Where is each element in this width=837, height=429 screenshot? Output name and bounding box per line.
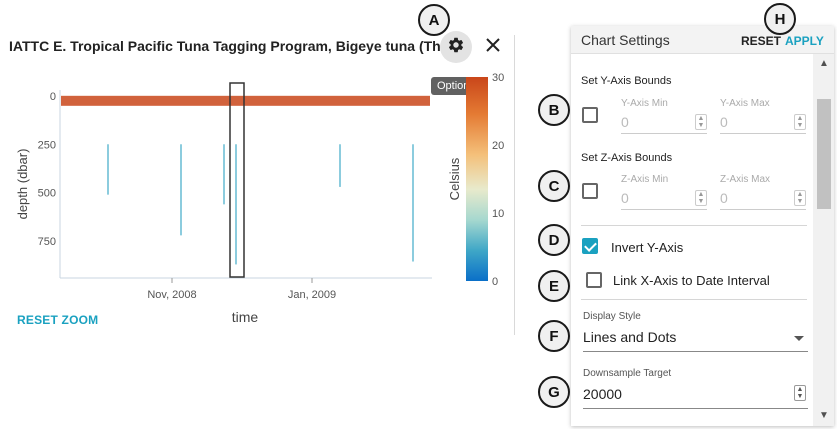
y-tick-label: 500 [38,188,56,200]
callout-badge: E [538,270,570,302]
z-bounds-label: Set Z-Axis Bounds [581,152,673,164]
callout-badge: D [538,224,570,256]
y-bounds-label: Set Y-Axis Bounds [581,75,672,87]
options-button[interactable] [440,31,472,63]
depth-chart[interactable]: 0 250 500 750 Nov, 2008 Jan, 2009 depth (dba… [0,62,520,332]
downsample-value: 20000 [583,386,622,402]
invert-y-checkbox[interactable] [582,238,598,254]
chart-panel: IATTC E. Tropical Pacific Tuna Tagging P… [0,31,520,332]
colorbar: 30 20 10 0 Celsius [447,72,504,288]
z-max-spinner[interactable]: ▲ ▼ [794,190,806,206]
y-max-label: Y-Axis Max [720,98,770,109]
x-tick-label: Nov, 2008 [147,289,196,301]
divider [581,225,807,226]
apply-button[interactable]: APPLY [785,34,824,48]
z-min-label: Z-Axis Min [621,174,669,185]
chart-title: IATTC E. Tropical Pacific Tuna Tagging P… [9,38,453,54]
y-min-field[interactable]: Y-Axis Min 0 ▲ ▼ [621,98,707,134]
x-axis-label: time [232,309,259,325]
colorbar-label: Celsius [447,157,462,200]
y-min-spinner[interactable]: ▲ ▼ [695,114,707,130]
selection-box[interactable] [229,82,245,278]
callout-badge: G [538,376,570,408]
close-button[interactable] [482,36,504,58]
invert-y-label: Invert Y-Axis [611,240,684,255]
z-max-field[interactable]: Z-Axis Max 0 ▲ ▼ [720,174,806,210]
colorbar-tick-label: 10 [492,208,504,220]
settings-header: Chart Settings RESET APPLY [571,26,834,54]
z-min-value: 0 [621,190,629,206]
callout-badge: C [538,170,570,202]
x-tick-label: Jan, 2009 [288,289,336,301]
panel-divider [514,35,515,335]
scroll-down-icon[interactable]: ▼ [819,410,829,421]
display-style-select[interactable]: Display Style Lines and Dots [583,311,808,355]
z-max-label: Z-Axis Max [720,174,770,185]
colorbar-tick-label: 30 [492,72,504,84]
data-series [60,95,430,265]
x-axis: Nov, 2008 Jan, 2009 [147,278,336,301]
callout-badge: B [538,94,570,126]
y-axis: 0 250 500 750 [38,91,56,248]
display-style-value: Lines and Dots [583,329,677,345]
colorbar-tick-label: 0 [492,276,498,288]
reset-zoom-button[interactable]: RESET ZOOM [17,313,99,327]
display-style-label: Display Style [583,311,641,322]
z-max-value: 0 [720,190,728,206]
colorbar-tick-label: 20 [492,140,504,152]
callout-badge: H [764,3,796,35]
chart-settings-panel: Chart Settings RESET APPLY Set Y-Axis Bo… [571,26,834,426]
reset-button[interactable]: RESET [741,34,782,48]
settings-scrollbar[interactable]: ▲ ▼ [813,54,834,426]
y-max-field[interactable]: Y-Axis Max 0 ▲ ▼ [720,98,806,134]
callout-badge: F [538,320,570,352]
y-min-value: 0 [621,114,629,130]
link-x-label: Link X-Axis to Date Interval [613,273,770,288]
y-tick-label: 750 [38,236,56,248]
y-bounds-checkbox[interactable] [582,107,598,123]
scroll-up-icon[interactable]: ▲ [819,58,829,69]
y-tick-label: 0 [50,91,56,103]
callout-badge: A [418,4,450,36]
y-min-label: Y-Axis Min [621,98,668,109]
chevron-down-icon [794,336,804,341]
y-max-value: 0 [720,114,728,130]
plot-area [59,82,432,279]
y-axis-label: depth (dbar) [15,149,30,220]
z-min-field[interactable]: Z-Axis Min 0 ▲ ▼ [621,174,707,210]
z-bounds-checkbox[interactable] [582,183,598,199]
z-min-spinner[interactable]: ▲ ▼ [695,190,707,206]
gear-icon [447,36,465,59]
divider [581,299,807,300]
settings-title: Chart Settings [581,32,670,48]
scroll-thumb[interactable] [817,99,831,209]
downsample-label: Downsample Target [583,368,672,379]
link-x-checkbox[interactable] [586,272,602,288]
surface-band [61,95,430,106]
close-icon [486,37,500,57]
y-tick-label: 250 [38,139,56,151]
y-max-spinner[interactable]: ▲ ▼ [794,114,806,130]
downsample-target-field[interactable]: Downsample Target 20000 ▲ ▼ [583,368,808,412]
downsample-spinner[interactable]: ▲ ▼ [794,385,806,401]
